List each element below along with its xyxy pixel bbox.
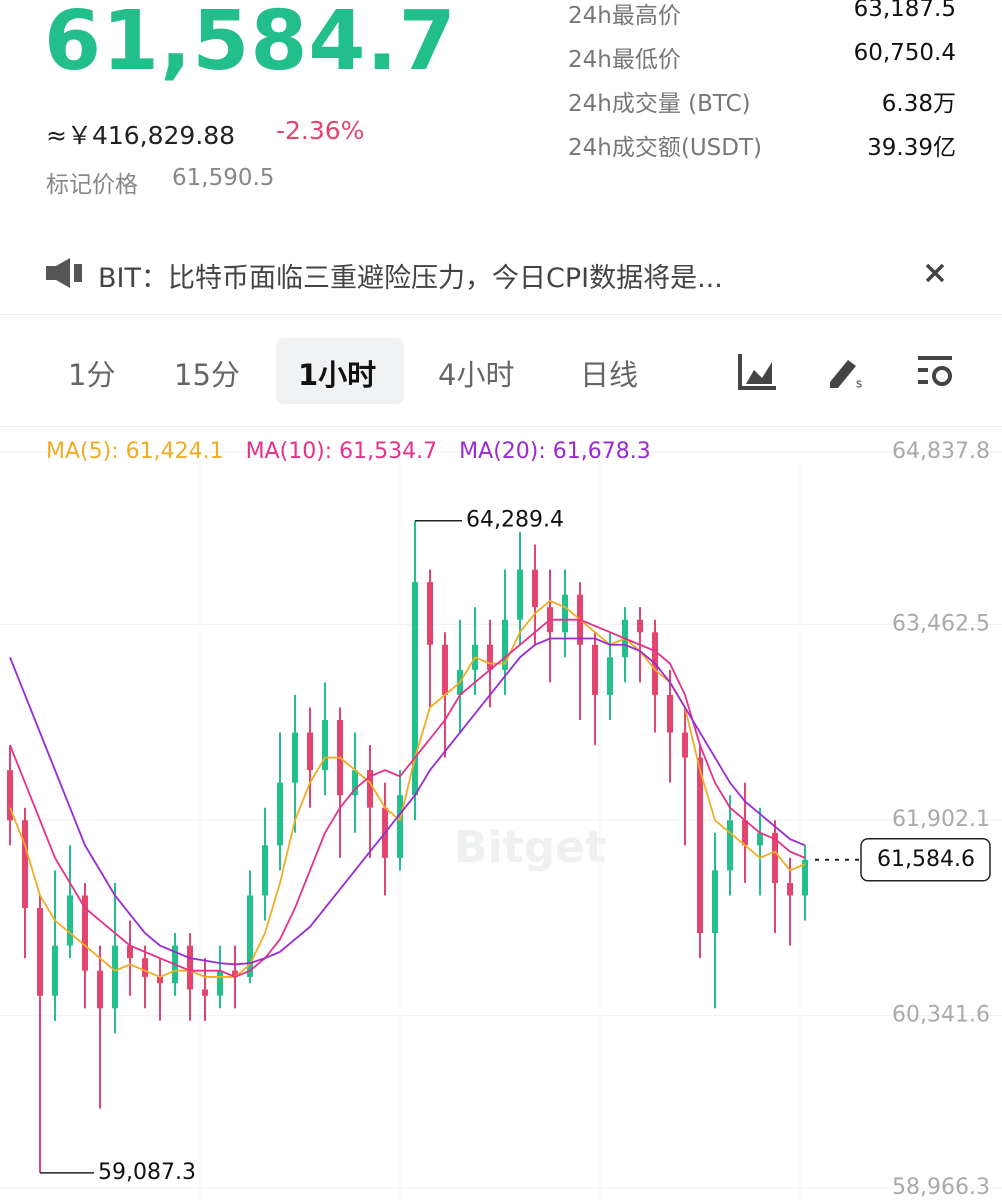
candle-body bbox=[52, 945, 58, 996]
high-label: 64,289.4 bbox=[466, 508, 564, 533]
candle-body bbox=[202, 989, 208, 996]
candle-body bbox=[217, 970, 223, 996]
candle-body bbox=[22, 820, 28, 909]
close-button[interactable] bbox=[924, 262, 946, 284]
candle-body bbox=[592, 644, 598, 695]
candle-body bbox=[247, 895, 253, 977]
tab[interactable]: 日线 bbox=[580, 358, 639, 392]
stat-label: 24h成交量 (BTC) bbox=[568, 91, 751, 117]
news-icon bbox=[46, 258, 82, 288]
tab[interactable]: 1小时 bbox=[298, 358, 377, 392]
candle-body bbox=[532, 569, 538, 608]
candle-body bbox=[772, 832, 778, 883]
change: -2.36% bbox=[276, 116, 365, 145]
candle-body bbox=[142, 958, 148, 977]
candle-body bbox=[292, 732, 298, 783]
candle-body bbox=[502, 619, 508, 670]
candle-body bbox=[667, 694, 673, 733]
legend-entry: MA(20): 61,678.3 bbox=[459, 439, 651, 464]
stat-label: 24h最低价 bbox=[568, 47, 681, 73]
divider bbox=[0, 426, 1002, 427]
candle-body bbox=[727, 820, 733, 871]
candle-body bbox=[697, 757, 703, 934]
y-tick-label: 64,837.8 bbox=[892, 439, 990, 464]
y-tick-label: 58,966.3 bbox=[892, 1175, 990, 1200]
tab[interactable]: 1分 bbox=[68, 358, 116, 392]
candle-body bbox=[97, 970, 103, 1009]
stat-label: 24h成交额(USDT) bbox=[568, 135, 762, 161]
chart: Bitget 58,966.3 60,341.6 61,902.1 63,462.5 6… bbox=[0, 439, 1002, 1200]
candle-body bbox=[307, 732, 313, 771]
candle-body bbox=[232, 970, 238, 977]
last-price-box bbox=[860, 838, 991, 882]
last-price: 61,584.7 bbox=[44, 0, 457, 89]
ma-line bbox=[9, 618, 806, 978]
stat-value: 63,187.5 bbox=[853, 0, 956, 22]
last-price-label: 61,584.6 bbox=[877, 847, 975, 872]
cny-price: ≈￥416,829.88 bbox=[46, 121, 236, 150]
legend-entry: MA(5): 61,424.1 bbox=[46, 439, 224, 464]
candle-body bbox=[712, 870, 718, 934]
watermark: Bitget bbox=[454, 822, 606, 873]
candle-body bbox=[682, 732, 688, 758]
tab[interactable]: 15分 bbox=[174, 358, 240, 392]
candle-body bbox=[277, 782, 283, 846]
news-text[interactable]: BIT：比特币面临三重避险压力，今日CPI数据将是... bbox=[98, 263, 723, 294]
candle-body bbox=[637, 619, 643, 633]
tab[interactable]: 4小时 bbox=[438, 358, 515, 392]
candle-body bbox=[67, 895, 73, 946]
candle-body bbox=[562, 594, 568, 633]
candle-body bbox=[82, 895, 88, 971]
ma-line bbox=[9, 637, 806, 966]
stat-value: 39.39亿 bbox=[867, 135, 956, 161]
mark-value: 61,590.5 bbox=[172, 165, 275, 191]
candle-body bbox=[742, 820, 748, 846]
stat-label: 24h最高价 bbox=[568, 3, 681, 29]
divider bbox=[0, 314, 1002, 315]
candle-body bbox=[7, 770, 13, 821]
candle-body bbox=[352, 770, 358, 796]
candle-body bbox=[427, 582, 433, 645]
candle-body bbox=[262, 845, 268, 896]
candle-body bbox=[787, 882, 793, 896]
candle-body bbox=[127, 945, 133, 959]
candle-body bbox=[517, 569, 523, 620]
candle-body bbox=[412, 582, 418, 796]
stat-value: 6.38万 bbox=[881, 91, 956, 117]
candle-body bbox=[487, 644, 493, 670]
y-tick-label: 63,462.5 bbox=[892, 611, 990, 636]
y-tick-label: 61,902.1 bbox=[892, 807, 990, 832]
toolbar-icons[interactable]: s bbox=[738, 352, 998, 392]
candle-body bbox=[442, 644, 448, 695]
low-label: 59,087.3 bbox=[98, 1160, 196, 1185]
candle-body bbox=[112, 945, 118, 1009]
tab-active-bg bbox=[276, 338, 404, 404]
candle-body bbox=[607, 657, 613, 695]
stat-value: 60,750.4 bbox=[853, 40, 956, 66]
candle-body bbox=[322, 719, 328, 771]
svg-text:s: s bbox=[856, 377, 862, 391]
candle-body bbox=[187, 945, 193, 990]
mark-label: 标记价格 bbox=[46, 172, 138, 198]
candle-body bbox=[37, 908, 43, 996]
candle-body bbox=[757, 832, 763, 846]
y-tick-label: 60,341.6 bbox=[892, 1003, 990, 1028]
candle-body bbox=[397, 795, 403, 858]
candle-body bbox=[367, 770, 373, 808]
candle-body bbox=[802, 859, 808, 896]
legend-entry: MA(10): 61,534.7 bbox=[246, 439, 438, 464]
candle-body bbox=[157, 976, 163, 984]
